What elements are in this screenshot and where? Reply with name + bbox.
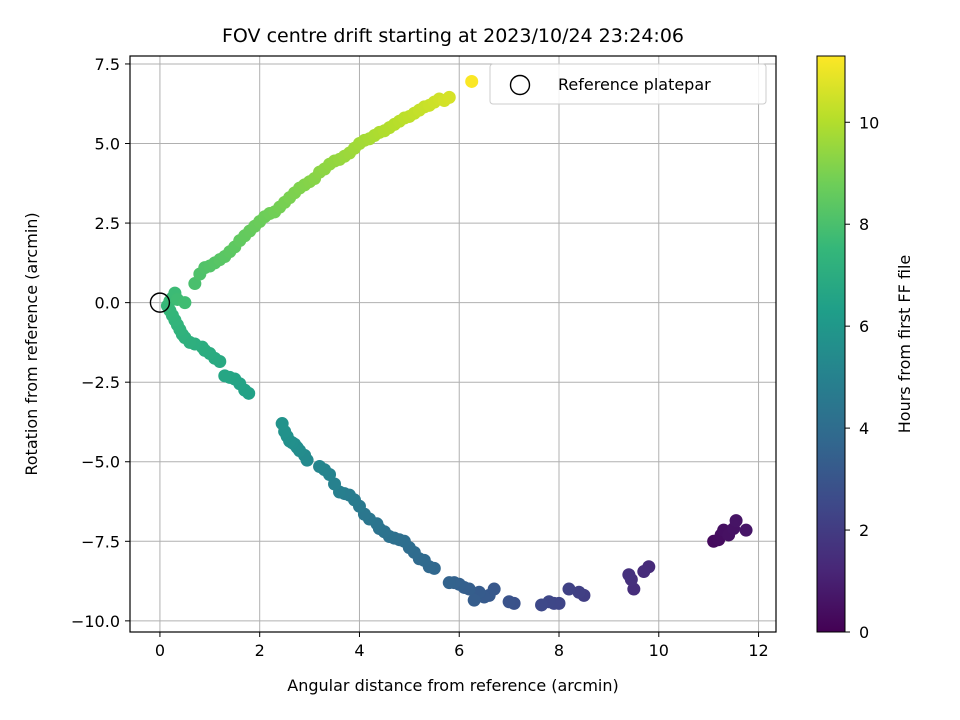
y-tick-label: −10.0: [71, 612, 120, 631]
legend-box: [489, 63, 767, 105]
y-tick-label: −7.5: [81, 532, 120, 551]
colorbar-tick-label: 10: [859, 113, 879, 132]
colorbar-label: Hours from first FF file: [895, 255, 914, 434]
colorbar-tick-label: 8: [859, 215, 869, 234]
x-tick-label: 2: [255, 641, 265, 660]
data-point: [622, 568, 636, 582]
data-point: [218, 369, 232, 383]
data-point: [313, 460, 327, 474]
data-point: [178, 296, 192, 310]
y-tick-label: 0.0: [95, 294, 120, 313]
colorbar-tick-label: 4: [859, 419, 869, 438]
colorbar-tick-label: 6: [859, 317, 869, 336]
axis-ticks: 0 2 4 6 8 10 12 −10.0 −7.5 −5.0 −2.5 0.0 2.5 5.0 7.5: [71, 55, 769, 660]
data-point: [502, 595, 516, 609]
colorbar-tick-label: 0: [859, 623, 869, 642]
colorbar-ticks: 0 2 4 6 8 10: [845, 113, 879, 642]
colorbar: 0 2 4 6 8 10 Hours from first FF file: [816, 55, 914, 642]
x-tick-label: 6: [454, 641, 464, 660]
x-axis-label: Angular distance from reference (arcmin): [287, 676, 618, 695]
data-points: [149, 74, 753, 612]
data-point: [739, 523, 753, 537]
data-point: [328, 477, 342, 491]
data-point: [188, 277, 202, 291]
x-tick-label: 4: [354, 641, 364, 660]
data-point: [275, 417, 289, 431]
x-tick-label: 0: [155, 641, 165, 660]
data-point: [729, 514, 743, 528]
legend-label: Reference platepar: [558, 75, 711, 94]
data-point: [467, 593, 481, 607]
data-point: [535, 598, 549, 612]
data-point: [637, 565, 651, 579]
plot-frame: [129, 55, 777, 633]
legend: Reference platepar: [489, 63, 767, 105]
y-axis-label: Rotation from reference (arcmin): [22, 212, 41, 475]
data-point: [442, 576, 456, 590]
y-tick-label: 2.5: [95, 214, 120, 233]
data-point: [572, 585, 586, 599]
reference-platepar-marker: [149, 292, 171, 313]
data-point: [465, 74, 479, 88]
y-tick-label: −5.0: [81, 453, 120, 472]
colorbar-gradient: [816, 55, 846, 633]
y-tick-label: −2.5: [81, 373, 120, 392]
data-point: [562, 582, 576, 596]
y-tick-label: 7.5: [95, 55, 120, 74]
x-tick-label: 10: [649, 641, 669, 660]
y-tick-label: 5.0: [95, 135, 120, 154]
x-tick-label: 12: [748, 641, 768, 660]
data-point: [442, 90, 456, 104]
legend-marker: [509, 74, 531, 96]
chart-title: FOV centre drift starting at 2023/10/24 …: [222, 25, 684, 47]
colorbar-tick-label: 2: [859, 521, 869, 540]
x-tick-label: 8: [554, 641, 564, 660]
